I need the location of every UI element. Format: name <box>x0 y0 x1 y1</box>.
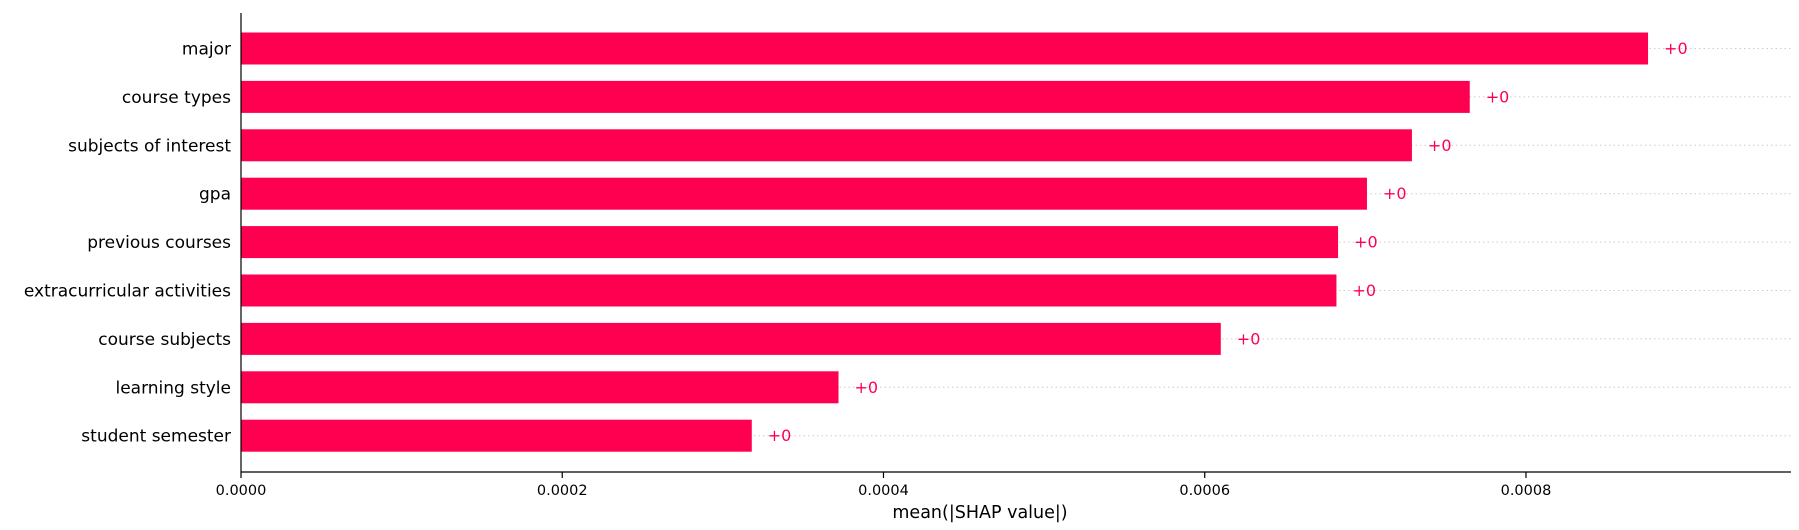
x-axis-title: mean(|SHAP value|) <box>892 503 1067 523</box>
value-label: +0 <box>1664 39 1688 58</box>
category-label: gpa <box>199 185 231 205</box>
x-tick-label: 0.0002 <box>537 483 588 499</box>
value-label: +0 <box>1237 329 1261 348</box>
x-axis-ticks: 0.0000 0.0002 0.0004 0.0006 0.0008 <box>216 472 1552 499</box>
value-label: +0 <box>1354 233 1378 252</box>
value-label: +0 <box>1486 87 1510 106</box>
category-label: previous courses <box>87 233 231 253</box>
bar <box>241 226 1339 259</box>
bar <box>241 129 1412 162</box>
category-label: student semester <box>81 427 231 447</box>
bar <box>241 177 1367 210</box>
bar <box>241 274 1337 307</box>
category-label: extracurricular activities <box>24 282 231 302</box>
value-label: +0 <box>1383 184 1407 203</box>
category-label: subjects of interest <box>68 136 231 156</box>
x-tick-label: 0.0008 <box>1501 483 1552 499</box>
value-label: +0 <box>855 378 879 397</box>
bar <box>241 419 752 452</box>
x-tick-label: 0.0006 <box>1179 483 1230 499</box>
value-labels: +0 +0 +0 +0 +0 +0 +0 +0 +0 <box>768 39 1688 445</box>
category-label: major <box>182 40 231 60</box>
category-label: learning style <box>115 378 231 398</box>
category-label: course types <box>122 88 231 108</box>
y-axis-labels: major course types subjects of interest gpa… <box>24 40 231 447</box>
value-label: +0 <box>1352 281 1376 300</box>
bar <box>241 80 1470 113</box>
bar <box>241 371 839 404</box>
x-tick-label: 0.0000 <box>216 483 267 499</box>
bar <box>241 32 1649 65</box>
value-label: +0 <box>768 426 792 445</box>
bars <box>241 32 1649 452</box>
bar <box>241 322 1221 355</box>
x-tick-label: 0.0004 <box>858 483 909 499</box>
category-label: course subjects <box>98 330 231 350</box>
value-label: +0 <box>1428 136 1452 155</box>
